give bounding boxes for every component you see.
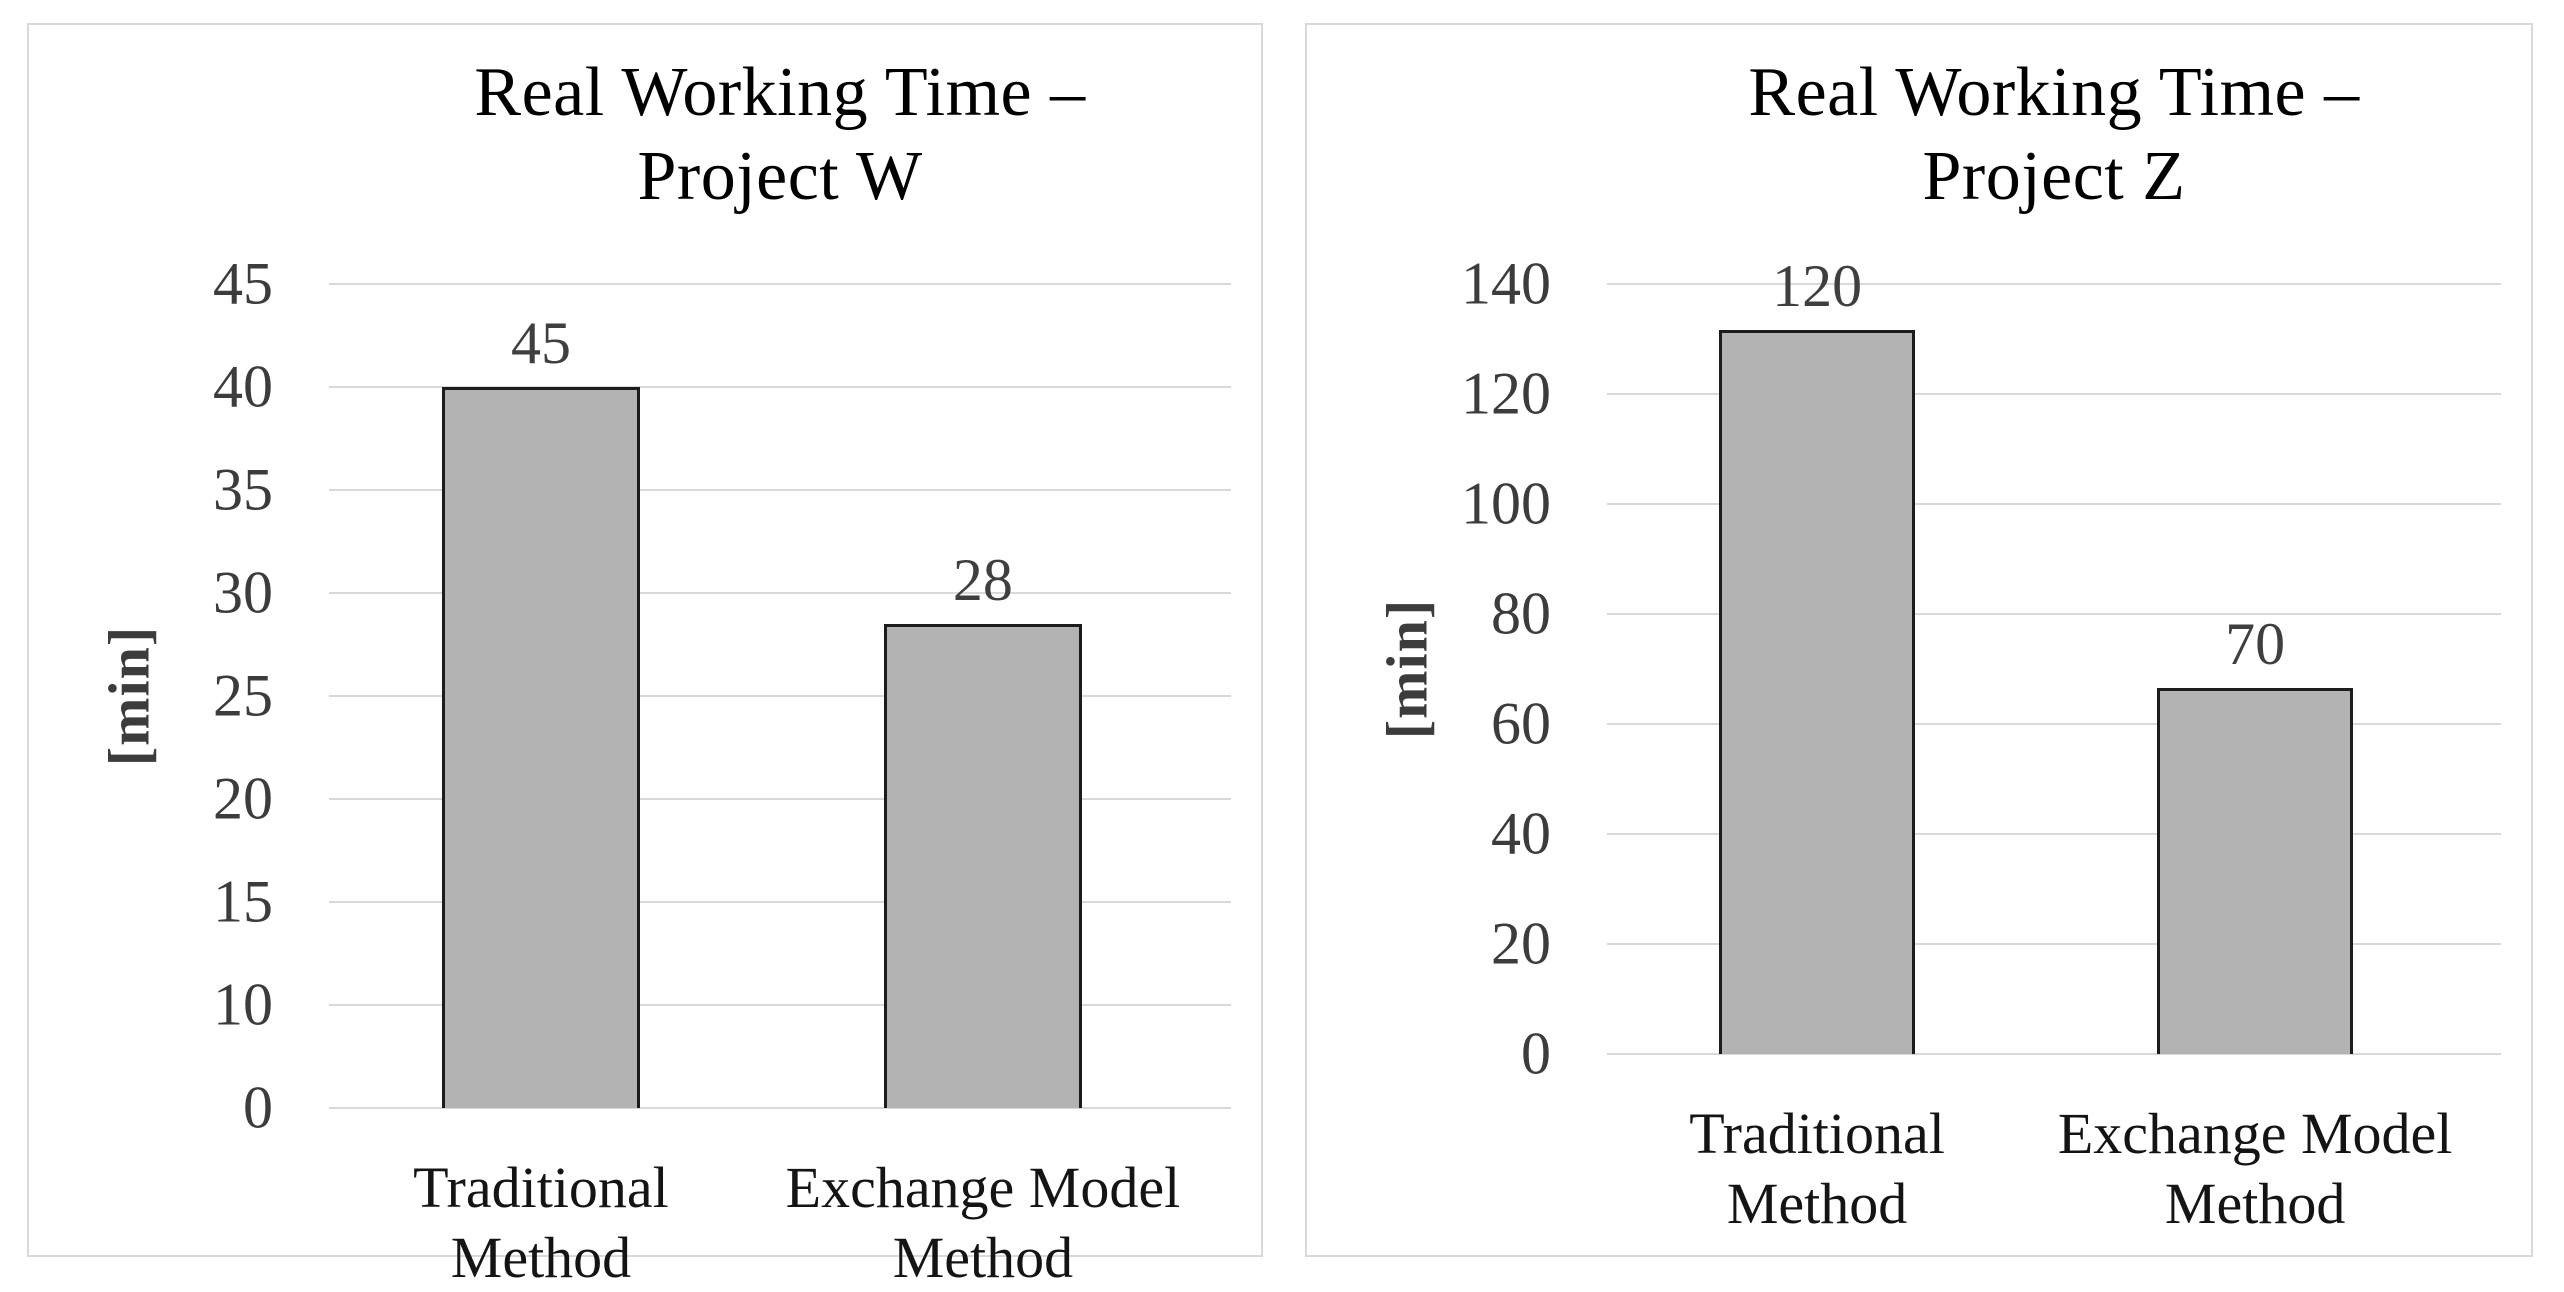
gridline — [329, 386, 1231, 388]
y-axis-tick-label: 140 — [1461, 250, 1551, 317]
gridline — [329, 283, 1231, 285]
category-label-line: Method — [2164, 1170, 2346, 1236]
gridline — [1607, 613, 2501, 615]
y-axis-tick-label: 120 — [1461, 360, 1551, 427]
plot-area: 120 70 — [1607, 256, 2501, 1055]
gridline — [1607, 393, 2501, 395]
y-axis-tick-label: 10 — [213, 971, 273, 1038]
category-label-exchange-model-method: Exchange Model Method — [771, 1153, 1195, 1292]
y-axis-tick-label: 0 — [243, 1074, 273, 1141]
gridline — [329, 1107, 1231, 1109]
bar-data-label: 28 — [952, 547, 1013, 614]
y-axis-tick-label: 45 — [213, 250, 273, 317]
y-axis: [min] 140 120 100 80 60 40 20 0 — [1307, 251, 1607, 1087]
category-label-line: Exchange Model — [2057, 1101, 2453, 1166]
gridline — [329, 592, 1231, 594]
bar-data-label: 45 — [510, 310, 571, 376]
y-axis-tick-label: 15 — [213, 868, 273, 935]
chart-title-line-1: Real Working Time – — [1748, 54, 2360, 131]
bar-exchange-model-method — [883, 624, 1083, 1108]
gridline — [329, 489, 1231, 491]
gridline — [1607, 503, 2501, 505]
chart-title: Real Working Time – Project Z — [1607, 51, 2501, 219]
y-axis-title: [min] — [96, 625, 162, 767]
gridline — [329, 901, 1231, 903]
category-label-traditional-method: Traditional Method — [1607, 1099, 2027, 1238]
bar-traditional-method — [441, 387, 641, 1108]
category-label-line: Traditional Method — [413, 1155, 669, 1290]
gridline — [1607, 943, 2501, 945]
chart-title-line-1: Real Working Time – — [474, 54, 1086, 131]
gridline — [1607, 723, 2501, 725]
y-axis-tick-label: 60 — [1491, 690, 1551, 757]
y-axis-tick-label: 20 — [1491, 910, 1551, 977]
category-label-line: Exchange Model — [785, 1155, 1181, 1220]
gridline — [329, 798, 1231, 800]
y-axis-tick-label: 30 — [213, 559, 273, 626]
gridline — [329, 1004, 1231, 1006]
gridline — [1607, 1053, 2501, 1055]
y-axis: [min] 45 40 35 30 25 20 15 10 0 — [29, 251, 329, 1141]
bar-data-label: 120 — [1772, 253, 1863, 320]
chart-panel-project-z: Real Working Time – Project Z [min] 140 1… — [1305, 23, 2533, 1257]
y-axis-title: [min] — [1374, 598, 1440, 740]
bar-data-label: 70 — [2225, 611, 2286, 678]
y-axis-tick-label: 0 — [1521, 1020, 1551, 1087]
y-axis-tick-label: 100 — [1461, 470, 1551, 537]
gridline — [329, 695, 1231, 697]
y-axis-tick-label: 20 — [213, 765, 273, 832]
category-label-exchange-model-method: Exchange Model Method — [2045, 1099, 2465, 1238]
bar-exchange-model-method — [2156, 688, 2354, 1054]
category-label-line: Traditional Method — [1689, 1101, 1945, 1236]
chart-panel-project-w: Real Working Time – Project W [min] 45 40… — [27, 23, 1263, 1290]
chart-title: Real Working Time – Project W — [329, 51, 1231, 219]
y-axis-tick-label: 25 — [213, 662, 273, 729]
gridline — [1607, 833, 2501, 835]
chart-title-line-2: Project W — [637, 138, 923, 215]
y-axis-tick-label: 80 — [1491, 580, 1551, 647]
category-label-traditional-method: Traditional Method — [329, 1153, 753, 1292]
y-axis-tick-label: 40 — [1491, 800, 1551, 867]
gridline — [1607, 283, 2501, 285]
bar-traditional-method — [1718, 330, 1916, 1054]
category-label-line: Method — [892, 1224, 1074, 1290]
plot-area: 45 28 — [329, 283, 1231, 1109]
y-axis-tick-label: 40 — [213, 353, 273, 420]
y-axis-tick-label: 35 — [213, 456, 273, 523]
chart-title-line-2: Project Z — [1922, 138, 2186, 215]
